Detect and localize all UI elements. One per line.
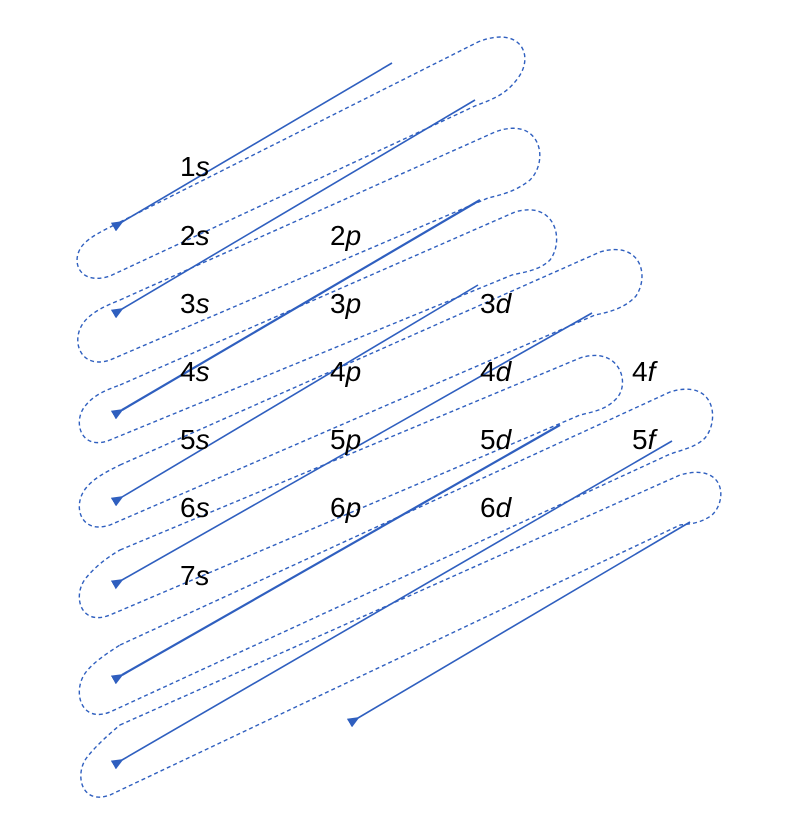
orbital-3p-l: p <box>345 288 362 319</box>
orbital-1s-n: 1 <box>180 151 196 182</box>
orbital-6s-l: s <box>195 492 210 523</box>
orbital-6d: 6d <box>480 494 511 522</box>
orbital-5s: 5s <box>180 426 210 454</box>
orbital-6p-n: 6 <box>330 492 346 523</box>
orbital-2s-n: 2 <box>180 220 196 251</box>
orbital-5p-l: p <box>345 424 362 455</box>
orbital-3p: 3p <box>330 290 361 318</box>
orbital-2p-l: p <box>345 220 362 251</box>
orbital-4s-n: 4 <box>180 356 196 387</box>
orbital-5s-n: 5 <box>180 424 196 455</box>
orbital-1s: 1s <box>180 153 210 181</box>
orbital-5d-n: 5 <box>480 424 496 455</box>
orbital-5p-n: 5 <box>330 424 346 455</box>
orbital-3d-l: d <box>495 288 512 319</box>
orbital-4d-n: 4 <box>480 356 496 387</box>
orbital-4s-l: s <box>195 356 210 387</box>
orbital-7s-n: 7 <box>180 560 196 591</box>
dashed-loop-3 <box>78 209 558 444</box>
orbital-4s: 4s <box>180 358 210 386</box>
arrow-5 <box>110 312 593 590</box>
orbital-5f: 5f <box>632 426 655 454</box>
orbital-4p: 4p <box>330 358 361 386</box>
orbital-3p-n: 3 <box>330 288 346 319</box>
arrow-2 <box>110 99 476 319</box>
orbital-3s-n: 3 <box>180 288 196 319</box>
orbital-1s-l: s <box>195 151 210 182</box>
arrow-8 <box>346 521 691 728</box>
orbital-3s-l: s <box>195 288 210 319</box>
arrow-4 <box>110 284 479 507</box>
orbital-5d: 5d <box>480 426 511 454</box>
orbital-3d: 3d <box>480 290 511 318</box>
orbital-3s: 3s <box>180 290 210 318</box>
orbital-5s-l: s <box>195 424 210 455</box>
arrow-1 <box>110 62 393 232</box>
orbital-4p-n: 4 <box>330 356 346 387</box>
orbital-7s: 7s <box>180 562 210 590</box>
orbital-5p: 5p <box>330 426 361 454</box>
orbital-4d-l: d <box>495 356 512 387</box>
orbital-2p: 2p <box>330 222 361 250</box>
orbital-2s: 2s <box>180 222 210 250</box>
dashed-loop-5 <box>78 354 624 619</box>
orbital-4p-l: p <box>345 356 362 387</box>
orbital-6s-n: 6 <box>180 492 196 523</box>
orbital-6p: 6p <box>330 494 361 522</box>
orbital-6d-l: d <box>495 492 512 523</box>
dashed-loop-4 <box>78 249 643 528</box>
orbital-6d-n: 6 <box>480 492 496 523</box>
dashed-loop-1 <box>76 36 526 279</box>
orbital-4f-l: f <box>647 356 656 387</box>
orbital-5f-n: 5 <box>632 424 648 455</box>
orbital-4d: 4d <box>480 358 511 386</box>
orbital-4f-n: 4 <box>632 356 648 387</box>
orbital-6p-l: p <box>345 492 362 523</box>
dashed-loop-6 <box>78 388 714 715</box>
dashed-loop-7 <box>80 471 722 798</box>
arrow-3 <box>110 199 481 420</box>
arrow-6 <box>110 424 561 685</box>
orbital-2s-l: s <box>195 220 210 251</box>
arrow-7 <box>110 440 673 770</box>
orbital-5f-l: f <box>647 424 656 455</box>
orbital-4f: 4f <box>632 358 655 386</box>
orbital-2p-n: 2 <box>330 220 346 251</box>
dashed-loop-2 <box>77 127 541 363</box>
orbital-6s: 6s <box>180 494 210 522</box>
orbital-5d-l: d <box>495 424 512 455</box>
orbital-3d-n: 3 <box>480 288 496 319</box>
orbital-7s-l: s <box>195 560 210 591</box>
